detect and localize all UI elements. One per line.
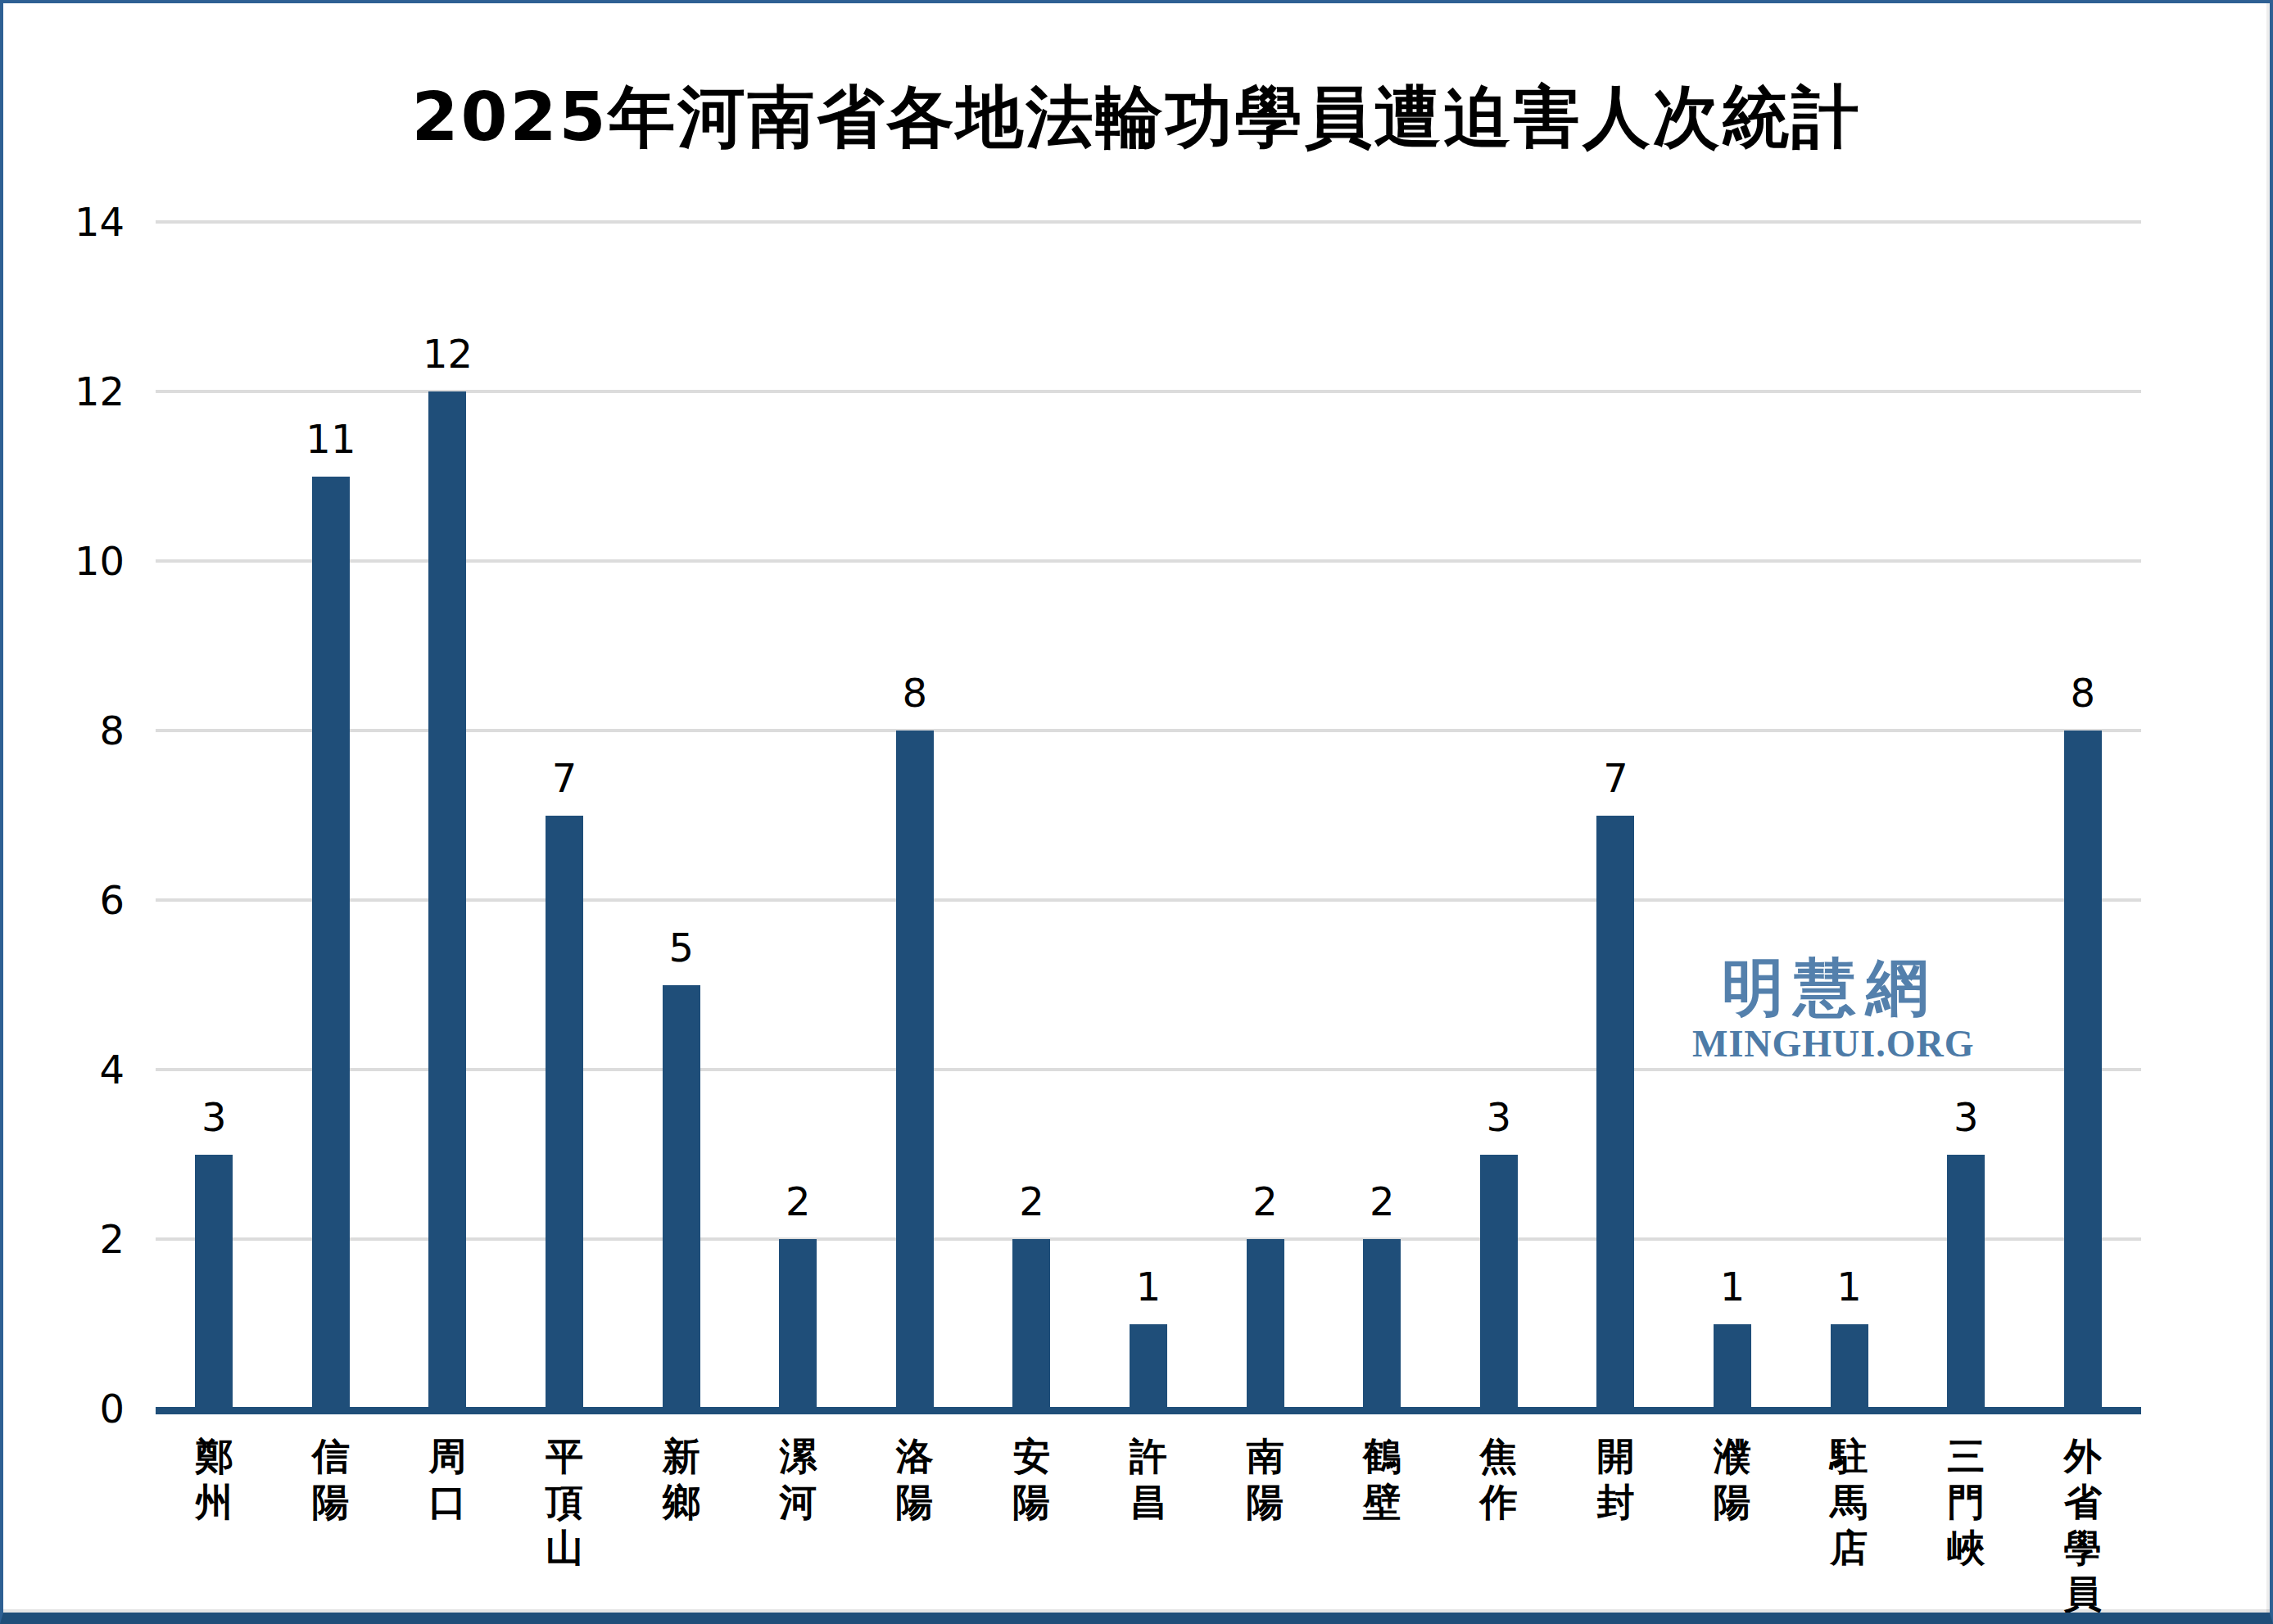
x-axis-category-label: 焦作 xyxy=(1441,1433,1558,1525)
bar-column: 11信陽 xyxy=(273,222,390,1409)
x-axis-category-label: 鶴壁 xyxy=(1324,1433,1441,1525)
bar xyxy=(1714,1324,1751,1409)
y-axis-tick-label: 8 xyxy=(99,711,125,750)
x-axis-line xyxy=(156,1407,2141,1414)
y-axis-tick-label: 10 xyxy=(75,541,125,581)
bar-column: 2安陽 xyxy=(973,222,1090,1409)
x-axis-category-label: 開封 xyxy=(1557,1433,1674,1525)
watermark-url-text: MINGHUI.ORG xyxy=(1692,1025,1958,1063)
bar-column: 12周口 xyxy=(389,222,506,1409)
x-axis-category-label: 漯河 xyxy=(740,1433,857,1525)
y-axis-tick-label: 0 xyxy=(99,1389,125,1428)
minghui-watermark: 明慧網 MINGHUI.ORG xyxy=(1692,957,1958,1063)
x-axis-category-label: 濮陽 xyxy=(1674,1433,1791,1525)
x-axis-category-label: 許昌 xyxy=(1090,1433,1207,1525)
bar xyxy=(428,391,466,1409)
bar-column: 7平頂山 xyxy=(506,222,623,1409)
y-axis: 02468101214 xyxy=(26,222,125,1409)
bar-column: 1許昌 xyxy=(1090,222,1207,1409)
bar xyxy=(1947,1155,1985,1409)
y-axis-tick-label: 4 xyxy=(99,1050,125,1089)
x-axis-category-label: 駐馬店 xyxy=(1791,1433,1908,1571)
bar-column: 8洛陽 xyxy=(857,222,974,1409)
bar xyxy=(1012,1239,1050,1409)
bars-container: 3鄭州11信陽12周口7平頂山5新鄉2漯河8洛陽2安陽1許昌2南陽2鶴壁3焦作7… xyxy=(156,222,2141,1409)
bar-column: 7開封 xyxy=(1557,222,1674,1409)
y-axis-tick-label: 12 xyxy=(75,372,125,411)
bar xyxy=(312,477,350,1409)
bar-column: 1駐馬店 xyxy=(1791,222,1908,1409)
bar-column: 2漯河 xyxy=(740,222,857,1409)
bar xyxy=(663,985,700,1409)
bar xyxy=(1596,816,1634,1409)
bar-column: 3鄭州 xyxy=(156,222,273,1409)
bar xyxy=(896,731,934,1409)
x-axis-category-label: 平頂山 xyxy=(506,1433,623,1571)
bar-column: 3焦作 xyxy=(1441,222,1558,1409)
bar-column: 1濮陽 xyxy=(1674,222,1791,1409)
bar xyxy=(1247,1239,1284,1409)
chart-title: 2025年河南省各地法輪功學員遭迫害人次統計 xyxy=(3,84,2270,151)
bar xyxy=(779,1239,817,1409)
bar xyxy=(1480,1155,1518,1409)
bar xyxy=(2064,731,2102,1409)
x-axis-category-label: 安陽 xyxy=(973,1433,1090,1525)
y-axis-tick-label: 2 xyxy=(99,1219,125,1259)
bar xyxy=(546,816,583,1409)
x-axis-category-label: 洛陽 xyxy=(857,1433,974,1525)
x-axis-category-label: 新鄉 xyxy=(623,1433,740,1525)
bar-column: 3三門峽 xyxy=(1908,222,2025,1409)
x-axis-category-label: 外省學員 xyxy=(2025,1433,2142,1617)
bar-column: 2鶴壁 xyxy=(1324,222,1441,1409)
y-axis-tick-label: 14 xyxy=(75,202,125,242)
y-axis-tick-label: 6 xyxy=(99,880,125,920)
watermark-cjk-text: 明慧網 xyxy=(1702,957,1958,1019)
x-axis-category-label: 信陽 xyxy=(273,1433,390,1525)
bar xyxy=(195,1155,233,1409)
bar-column: 2南陽 xyxy=(1207,222,1324,1409)
chart-frame: 2025年河南省各地法輪功學員遭迫害人次統計 02468101214 3鄭州11… xyxy=(0,0,2273,1624)
x-axis-category-label: 三門峽 xyxy=(1908,1433,2025,1571)
bar xyxy=(1363,1239,1401,1409)
bar xyxy=(1831,1324,1868,1409)
x-axis-category-label: 南陽 xyxy=(1207,1433,1324,1525)
plot-area: 02468101214 3鄭州11信陽12周口7平頂山5新鄉2漯河8洛陽2安陽1… xyxy=(156,222,2141,1409)
bar-column: 5新鄉 xyxy=(623,222,740,1409)
bar-value-label: 8 xyxy=(1984,673,2183,712)
x-axis-category-label: 鄭州 xyxy=(156,1433,273,1525)
x-axis-category-label: 周口 xyxy=(389,1433,506,1525)
bar-column: 8外省學員 xyxy=(2025,222,2142,1409)
bar xyxy=(1130,1324,1167,1409)
